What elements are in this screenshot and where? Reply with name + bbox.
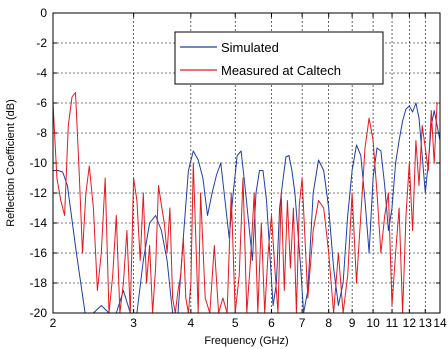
x-tick-label: 5 bbox=[232, 316, 239, 330]
legend-box bbox=[174, 31, 384, 85]
x-tick-label: 7 bbox=[299, 316, 306, 330]
x-tick-label: 4 bbox=[188, 316, 195, 330]
series-layer bbox=[52, 92, 441, 314]
legend: Simulated Measured at Caltech bbox=[174, 31, 384, 85]
series-line-measured bbox=[52, 92, 440, 314]
legend-label-simulated: Simulated bbox=[221, 40, 279, 55]
y-tick-labels: 0 -2 -4 -6 -8 -10 -12 -14 -16 -18 -20 bbox=[30, 6, 48, 320]
x-tick-label: 10 bbox=[366, 316, 380, 330]
y-tick-label: -16 bbox=[30, 246, 48, 260]
x-tick-label: 8 bbox=[325, 316, 332, 330]
y-tick-label: -8 bbox=[36, 126, 47, 140]
x-tick-label: 3 bbox=[130, 316, 137, 330]
y-tick-label: -18 bbox=[30, 276, 48, 290]
y-tick-label: -2 bbox=[36, 36, 47, 50]
x-tick-labels: 2 3 4 5 6 7 8 9 10 11 12 13 14 bbox=[50, 316, 447, 330]
x-tick-label: 2 bbox=[50, 316, 57, 330]
x-tick-label: 12 bbox=[403, 316, 417, 330]
y-tick-label: -12 bbox=[30, 186, 48, 200]
x-tick-label: 9 bbox=[349, 316, 356, 330]
y-tick-label: -20 bbox=[30, 306, 48, 320]
y-tick-label: -6 bbox=[36, 96, 47, 110]
y-tick-label: 0 bbox=[40, 6, 47, 20]
x-tick-label: 11 bbox=[386, 316, 399, 330]
x-tick-label: 13 bbox=[419, 316, 433, 330]
y-tick-label: -14 bbox=[30, 216, 48, 230]
plot-frame bbox=[52, 12, 441, 314]
x-tick-label: 14 bbox=[433, 316, 447, 330]
y-tick-label: -10 bbox=[30, 156, 48, 170]
y-tick-label: -4 bbox=[36, 66, 47, 80]
series-line-simulated bbox=[53, 102, 441, 314]
x-axis-label: Frequency (GHz) bbox=[204, 335, 288, 347]
legend-label-measured: Measured at Caltech bbox=[221, 63, 341, 78]
x-tick-label: 6 bbox=[268, 316, 275, 330]
y-axis-label: Reflection Coefficient (dB) bbox=[5, 99, 17, 227]
